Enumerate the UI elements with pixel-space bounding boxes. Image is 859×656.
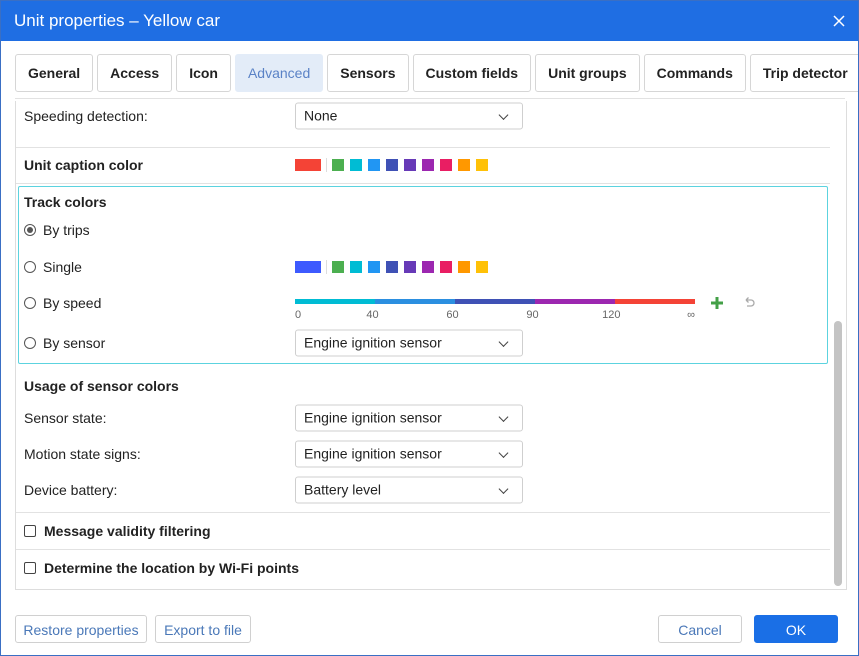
tab[interactable]: General <box>15 54 94 92</box>
title-bar: Unit properties – Yellow car <box>1 1 858 41</box>
tab[interactable]: Icon <box>176 54 231 92</box>
tab-bar: General Access Icon Advanced Sensors Custom f… <box>15 54 858 92</box>
divider <box>15 98 845 99</box>
properties-panel <box>15 101 847 590</box>
tab[interactable]: Commands <box>643 54 746 92</box>
tab[interactable]: Sensors <box>327 54 409 92</box>
scrollbar-thumb[interactable] <box>834 321 842 586</box>
dialog-title: Unit properties – Yellow car <box>14 11 221 30</box>
ok-button[interactable]: OK <box>754 615 838 643</box>
tab[interactable]: Trip detector <box>749 54 858 92</box>
restore-button[interactable]: Restore properties <box>15 615 147 643</box>
tab[interactable]: Custom fields <box>412 54 532 92</box>
tab[interactable]: Advanced <box>234 54 324 92</box>
tab[interactable]: Access <box>97 54 173 92</box>
close-button[interactable] <box>833 15 845 27</box>
cancel-button[interactable]: Cancel <box>658 615 742 643</box>
tab[interactable]: Unit groups <box>535 54 640 92</box>
export-button[interactable]: Export to file <box>155 615 251 643</box>
